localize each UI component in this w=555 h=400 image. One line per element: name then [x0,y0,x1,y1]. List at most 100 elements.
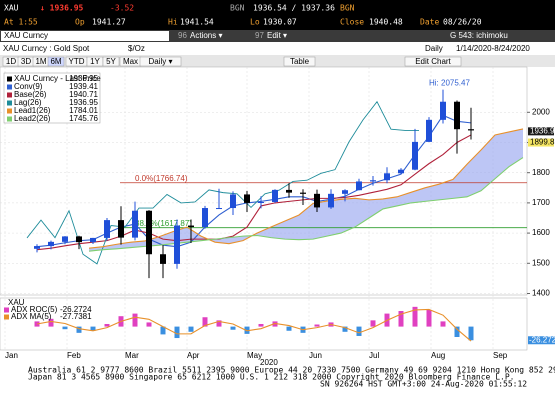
adx-bar [454,326,460,337]
header-op-label: Op [75,18,85,27]
candle-body [384,173,390,181]
header-ticker: XAU [4,4,19,13]
x-tick-label: Feb [67,351,81,360]
candle-body [202,208,208,228]
x-tick-label: May [247,351,262,360]
adx-ma-line [36,308,472,342]
adx-bar [62,326,68,330]
header-change: -3.52 [110,4,134,13]
candle-body [118,220,124,238]
header-lo: 1930.07 [263,18,297,27]
adx-bar [342,326,348,332]
button-label: 6M [50,57,61,66]
button-label: Edit Chart [415,57,451,66]
ichimoku-line [88,157,524,252]
security-input[interactable] [1,31,169,41]
adx-title: XAU [8,298,25,307]
legend-label: Lag(26) [14,98,42,107]
candle-body [132,210,138,238]
date-range: 1/14/2020-8/24/2020 [456,44,530,53]
adx-bar [90,326,96,331]
period: Daily [425,44,443,53]
x-tick-label: Aug [431,351,445,360]
adx-bar [146,322,152,327]
button[interactable] [139,56,182,67]
adx-bar [398,311,404,327]
legend-label: Lead2(26) [14,114,51,123]
candle-body [426,119,432,142]
toolbar-function[interactable]: G 543: ichimoku [450,31,508,40]
legend-label: ADX MA(5) [11,312,52,321]
header-last: ↓ 1936.95 [40,4,84,13]
x-tick-label: Jul [369,351,379,360]
legend-value: 1936.95 [69,98,98,107]
header-close-label: Close [340,18,364,27]
x-tick-label: Jun [309,351,322,360]
ichimoku-line [36,134,472,251]
fib-label: 38.2%(1617.87) [135,219,192,228]
footer-line: SN 926264 HST GMT+3:00 24-Aug-2020 01:55… [320,380,527,389]
header-hi-label: Hi [168,18,178,27]
adx-bar [174,326,180,339]
legend-label: ADX ROC(5) [11,305,58,314]
legend-swatch [4,314,9,320]
header-at: At 1:55 [4,18,38,27]
price-tag [528,127,554,136]
button-label: YTD [69,57,85,66]
candle-body [258,201,264,203]
button[interactable] [102,56,120,67]
candle-body [174,225,180,264]
toolbar-actions[interactable]: Actions ▾ [190,31,222,40]
adx-bar [104,324,110,327]
button-label: 1D [6,57,16,66]
y-tick-label: 1600 [532,228,550,237]
legend-value: -27.7381 [60,312,92,321]
header-op: 1941.27 [92,18,126,27]
fib-label: 0.0%(1766.74) [135,174,188,183]
ichimoku-line [26,100,419,265]
header-bgn-label: BGN [230,4,245,13]
candle-body [468,129,474,131]
legend-swatch [7,108,12,114]
button-label: Max [123,57,138,66]
button[interactable] [47,56,65,67]
candle-body [454,101,460,130]
adx-bar [426,309,432,327]
legend-swatch [7,100,12,106]
unit: $/Oz [128,44,145,53]
candle-body [160,254,166,264]
security-name: XAU Curncy : Gold Spot [3,44,90,53]
x-tick-label: Mar [125,351,139,360]
legend-value: 1940.71 [69,90,98,99]
annotation: Hi: 2075.47 [429,79,470,88]
toolbar-edit[interactable]: Edit ▾ [267,31,287,40]
candle-body [314,193,320,208]
adx-bar [286,326,292,331]
header-lo-label: Lo [250,18,260,27]
y-tick-label: 1700 [532,198,550,207]
button[interactable] [283,56,316,67]
legend-label: XAU Curncy - Last Price [14,74,101,83]
x-tick-label: Apr [187,351,200,360]
legend-swatch [7,84,12,90]
legend-swatch [4,307,9,313]
adx-bar [440,321,446,327]
y-tick-label: 2000 [532,107,550,116]
header-src: BGN [340,4,355,13]
adx-bar [314,324,320,327]
price-tag-label: 1899.83 [530,138,555,147]
header-date: 08/26/20 [443,18,482,27]
adx-bar [48,318,54,327]
candle-body [440,101,446,120]
adx-bar [370,320,376,327]
legend-swatch [7,116,12,122]
toolbar-actions-num[interactable]: 96 [178,31,187,40]
legend-value: 1784.01 [69,106,98,115]
button-label: 5Y [106,57,116,66]
toolbar-edit-num[interactable]: 97 [255,31,264,40]
candle-body [342,190,348,194]
button[interactable] [404,56,462,67]
candle-body [216,208,222,210]
